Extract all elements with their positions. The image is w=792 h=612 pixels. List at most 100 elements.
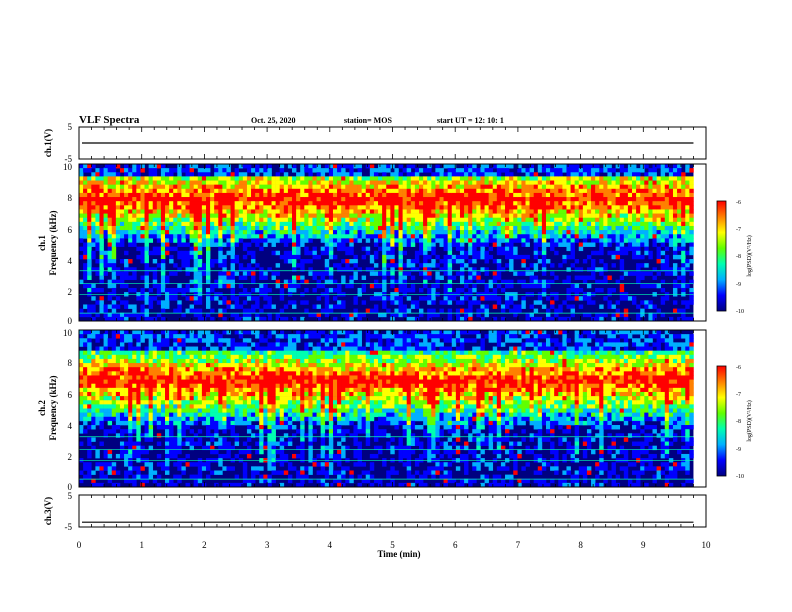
spectrogram-cell: [226, 184, 231, 190]
spectrogram-cell: [111, 404, 117, 409]
spectrogram-cell: [353, 296, 358, 301]
spectrogram-cell: [369, 254, 375, 260]
spectrogram-cell: [472, 283, 477, 289]
spectrogram-cell: [382, 271, 387, 276]
spectrogram-cell: [390, 184, 395, 190]
spectrogram-cell: [599, 271, 604, 276]
spectrogram-cell: [361, 254, 367, 260]
spectrogram-cell: [480, 172, 485, 177]
spectrogram-cell: [611, 263, 616, 268]
spectrogram-cell: [193, 234, 199, 239]
spectrogram-cell: [115, 238, 121, 243]
spectrogram-cell: [472, 242, 477, 247]
spectrogram-cell: [87, 259, 92, 264]
spectrogram-cell: [91, 350, 96, 356]
spectrogram-cell: [152, 234, 158, 239]
spectrogram-cell: [218, 250, 223, 256]
spectrogram-cell: [99, 300, 104, 305]
spectrogram-cell: [165, 279, 170, 285]
spectrogram-cell: [165, 383, 170, 389]
spectrogram-cell: [111, 330, 117, 335]
spectrogram-cell: [169, 412, 174, 418]
spectrogram-cell: [451, 192, 457, 198]
spectrogram-cell: [562, 234, 567, 239]
spectrogram-cell: [472, 192, 477, 198]
spectrogram-cell: [480, 217, 485, 223]
spectrogram-cell: [128, 478, 133, 484]
spectrogram-cell: [189, 180, 194, 185]
spectrogram-cell: [468, 267, 473, 272]
spectrogram-cell: [623, 308, 629, 314]
spectrogram-cell: [242, 172, 248, 177]
spectrogram-cell: [341, 188, 346, 194]
spectrogram-cell: [668, 271, 674, 276]
spectrogram-cell: [160, 287, 166, 293]
spectrogram-cell: [79, 164, 84, 169]
spectrogram-cell: [165, 192, 170, 198]
spectrogram-cell: [398, 287, 403, 293]
spectrogram-cell: [91, 201, 96, 206]
spectrogram-cell: [124, 304, 129, 309]
spectrogram-cell: [484, 184, 489, 190]
spectrogram-cell: [165, 250, 170, 256]
spectrogram-cell: [201, 271, 207, 276]
spectrogram-cell: [672, 180, 678, 185]
spectrogram-cell: [582, 275, 588, 280]
spectrogram-cell: [369, 296, 375, 301]
spectrogram-cell: [410, 287, 416, 293]
spectrogram-cell: [455, 184, 461, 190]
spectrogram-cell: [218, 312, 223, 318]
spectrogram-cell: [124, 275, 129, 280]
spectrogram-cell: [107, 279, 113, 285]
spectrogram-cell: [570, 263, 575, 268]
spectrogram-cell: [197, 254, 203, 260]
spectrogram-cell: [169, 416, 174, 422]
spectrogram-cell: [464, 316, 469, 322]
spectrogram-cell: [255, 172, 260, 177]
spectrogram-cell: [300, 263, 305, 268]
spectrogram-cell: [255, 201, 260, 206]
spectrogram-cell: [320, 234, 326, 239]
spectrogram-cell: [677, 209, 682, 214]
spectrogram-cell: [591, 271, 596, 276]
spectrogram-cell: [689, 300, 694, 305]
spectrogram-cell: [234, 271, 240, 276]
spectrogram-cell: [353, 209, 358, 214]
spectrogram-cell: [189, 387, 194, 393]
spectrogram-cell: [431, 205, 436, 210]
spectrogram-cell: [296, 201, 301, 206]
spectrogram-cell: [443, 201, 448, 206]
spectrogram-cell: [144, 246, 149, 252]
spectrogram-cell: [562, 230, 567, 235]
spectrogram-cell: [103, 312, 108, 318]
spectrogram-cell: [95, 375, 100, 380]
spectrogram-cell: [390, 259, 395, 264]
spectrogram-cell: [603, 312, 608, 318]
spectrogram-cell: [181, 408, 186, 413]
spectrogram-cell: [124, 478, 129, 484]
ch2-spectrogram-panel: 0 2 4 6 8 10 ch.2 Frequency (kHz) -6 -7 …: [37, 328, 753, 492]
spectrogram-cell: [292, 287, 297, 293]
spectrogram-cell: [189, 379, 194, 385]
spectrogram-cell: [570, 192, 575, 198]
spectrogram-cell: [283, 205, 289, 210]
spectrogram-cell: [148, 367, 154, 372]
spectrogram-cell: [124, 188, 129, 194]
spectrogram-cell: [537, 213, 543, 219]
spectrogram-cell: [259, 267, 264, 272]
spectrogram-cell: [234, 300, 240, 305]
spectrogram-cell: [570, 168, 575, 173]
spectrogram-cell: [103, 192, 108, 198]
spectrogram-cell: [283, 188, 289, 194]
spectrogram-cell: [210, 238, 215, 243]
spectrogram-cell: [427, 246, 432, 252]
spectrogram-cell: [246, 234, 252, 239]
spectrogram-cell: [140, 445, 145, 451]
spectrogram-cell: [173, 404, 178, 409]
spectrogram-cell: [103, 363, 108, 368]
spectrogram-cell: [79, 172, 84, 177]
spectrogram-cell: [156, 334, 162, 339]
spectrogram-cell: [341, 279, 346, 285]
spectrogram-cell: [107, 254, 113, 260]
spectrogram-cell: [431, 234, 436, 239]
